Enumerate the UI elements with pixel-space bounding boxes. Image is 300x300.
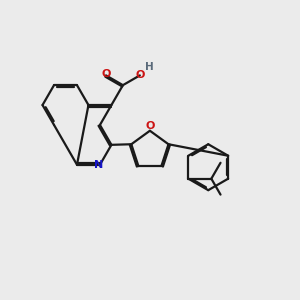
Text: N: N [94,160,103,170]
Text: O: O [135,70,145,80]
Text: O: O [101,69,111,79]
Text: O: O [146,121,155,131]
Text: H: H [145,62,154,73]
